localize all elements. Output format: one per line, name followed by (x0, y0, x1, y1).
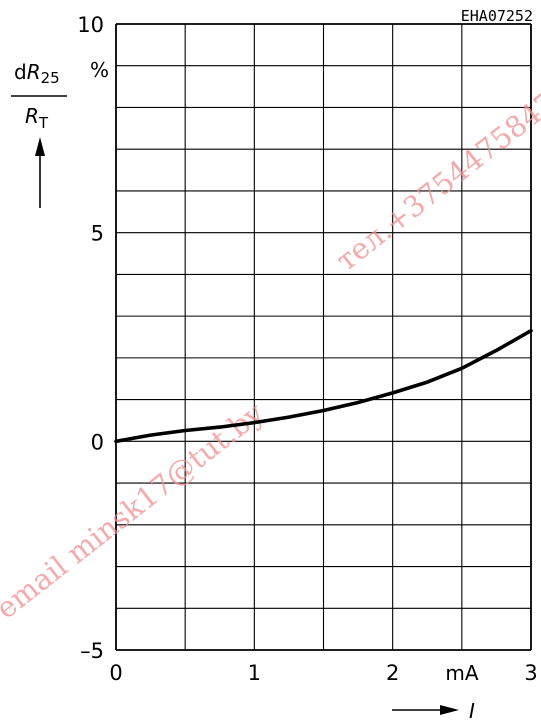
y-tick-label: 0 (91, 430, 104, 454)
watermark-email: email minsk17@tut.by (0, 395, 271, 625)
x-tick-labels: 0 1 2 3 (109, 661, 537, 685)
y-tick-label: 10 (77, 13, 104, 37)
x-tick-label: 3 (524, 661, 537, 685)
y-tick-label: –5 (80, 639, 104, 663)
y-label-arrow-head (35, 137, 45, 156)
y-label-r: R (27, 60, 41, 84)
x-label-arrow-head (440, 705, 459, 715)
y-label-rt: R (25, 104, 39, 128)
y-unit-label: % (90, 58, 109, 82)
y-label-numerator: dR25 (14, 60, 60, 87)
y-label-denominator: RT (25, 104, 49, 132)
y-axis-label: dR25 RT (11, 60, 67, 208)
y-label-r-sub: 25 (41, 69, 60, 87)
x-axis-label: I (392, 699, 475, 723)
grid (115, 23, 532, 651)
y-label-rt-sub: T (38, 114, 49, 132)
watermark: email minsk17@tut.by тел.+375447584780 (0, 62, 541, 626)
y-tick-labels: –5 0 5 10 (77, 13, 104, 663)
x-label: I (469, 699, 475, 723)
x-tick-label: 0 (109, 661, 122, 685)
figure-code: EHA07252 (461, 7, 533, 25)
watermark-phone: тел.+375447584780 (329, 62, 541, 278)
x-tick-label: 2 (386, 661, 399, 685)
x-unit-label: mA (445, 661, 478, 685)
y-label-d: d (14, 60, 27, 84)
series-line (114, 328, 533, 444)
y-tick-label: 5 (91, 222, 104, 246)
x-tick-label: 1 (248, 661, 261, 685)
